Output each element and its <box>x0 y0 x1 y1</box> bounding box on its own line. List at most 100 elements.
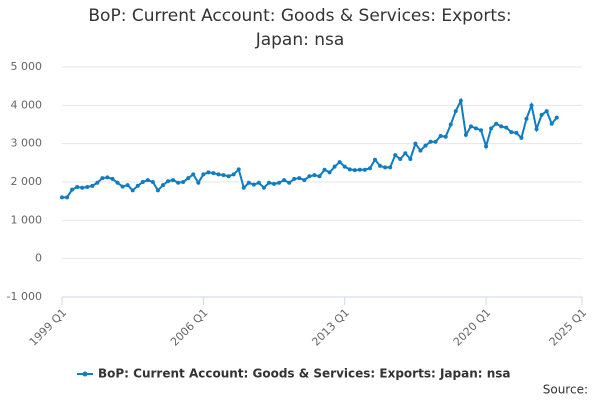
point <box>504 125 509 130</box>
point <box>145 178 150 183</box>
point <box>352 168 357 173</box>
point <box>246 180 251 185</box>
point <box>458 98 463 103</box>
point <box>236 167 241 172</box>
point <box>393 153 398 158</box>
point <box>317 174 322 179</box>
point <box>191 172 196 177</box>
point <box>282 178 287 183</box>
point <box>357 167 362 172</box>
point <box>256 180 261 185</box>
point <box>549 121 554 126</box>
point <box>206 170 211 175</box>
point <box>196 180 201 185</box>
x-tick-label: 2013 Q1 <box>309 306 352 349</box>
source: Source: <box>543 383 588 397</box>
point <box>75 184 80 189</box>
point <box>130 188 135 193</box>
point <box>241 185 246 190</box>
point <box>544 109 549 114</box>
point <box>332 164 337 169</box>
point <box>453 109 458 114</box>
point <box>140 180 145 184</box>
x-tick-label: 2025 Q1 <box>547 306 590 349</box>
y-tick-label: 1 000 <box>11 213 43 226</box>
point <box>509 130 514 135</box>
point <box>403 151 408 156</box>
point <box>186 176 191 181</box>
point <box>211 171 216 176</box>
point <box>251 182 256 187</box>
point <box>176 180 181 185</box>
point <box>216 172 221 177</box>
point <box>160 183 165 188</box>
y-tick-label: 2 000 <box>11 175 43 188</box>
point <box>312 173 317 178</box>
point <box>539 112 544 117</box>
point <box>65 195 70 200</box>
point <box>484 144 489 149</box>
point <box>448 122 453 127</box>
point <box>277 180 282 185</box>
point <box>529 103 534 108</box>
point <box>337 160 342 165</box>
point <box>463 132 468 137</box>
x-tick-label: 2006 Q1 <box>168 306 211 349</box>
point <box>297 176 302 181</box>
point <box>378 163 383 168</box>
point <box>261 185 266 190</box>
point <box>231 172 236 177</box>
x-tick-label: 2020 Q1 <box>451 306 494 349</box>
point <box>287 180 292 185</box>
point <box>292 176 297 181</box>
point <box>307 174 312 179</box>
chart-title: BoP: Current Account: Goods & Services: … <box>88 6 512 50</box>
point <box>519 135 524 140</box>
point <box>499 124 504 129</box>
legend-label: BoP: Current Account: Goods & Services: … <box>98 367 511 381</box>
point <box>125 183 130 188</box>
y-tick-label: -1 000 <box>7 290 42 303</box>
point <box>272 181 277 186</box>
series-line <box>62 97 558 199</box>
point <box>60 195 64 200</box>
point <box>85 184 90 189</box>
point <box>438 134 443 138</box>
y-tick-label: 3 000 <box>11 137 43 150</box>
point <box>302 178 307 183</box>
point <box>489 126 494 131</box>
legend-marker <box>82 371 88 377</box>
point <box>362 167 367 172</box>
point <box>327 170 332 175</box>
point <box>423 143 428 148</box>
point <box>90 183 95 188</box>
point <box>418 148 423 153</box>
point <box>171 178 176 183</box>
y-tick-label: 4 000 <box>11 98 43 111</box>
point <box>383 165 388 170</box>
point <box>221 173 226 178</box>
point <box>473 126 478 131</box>
point <box>413 141 418 146</box>
point <box>266 180 271 185</box>
point <box>494 121 499 126</box>
point <box>150 180 155 184</box>
point <box>428 139 433 144</box>
point <box>524 116 529 121</box>
point <box>514 130 519 135</box>
point <box>408 157 413 161</box>
point <box>100 176 105 181</box>
point <box>347 167 352 172</box>
point <box>443 134 448 139</box>
point <box>80 185 85 190</box>
point <box>105 175 110 180</box>
point <box>95 180 100 185</box>
point <box>554 115 559 120</box>
point <box>322 167 327 172</box>
point <box>433 139 438 144</box>
point <box>120 184 125 189</box>
point <box>181 180 186 184</box>
point <box>479 128 484 133</box>
